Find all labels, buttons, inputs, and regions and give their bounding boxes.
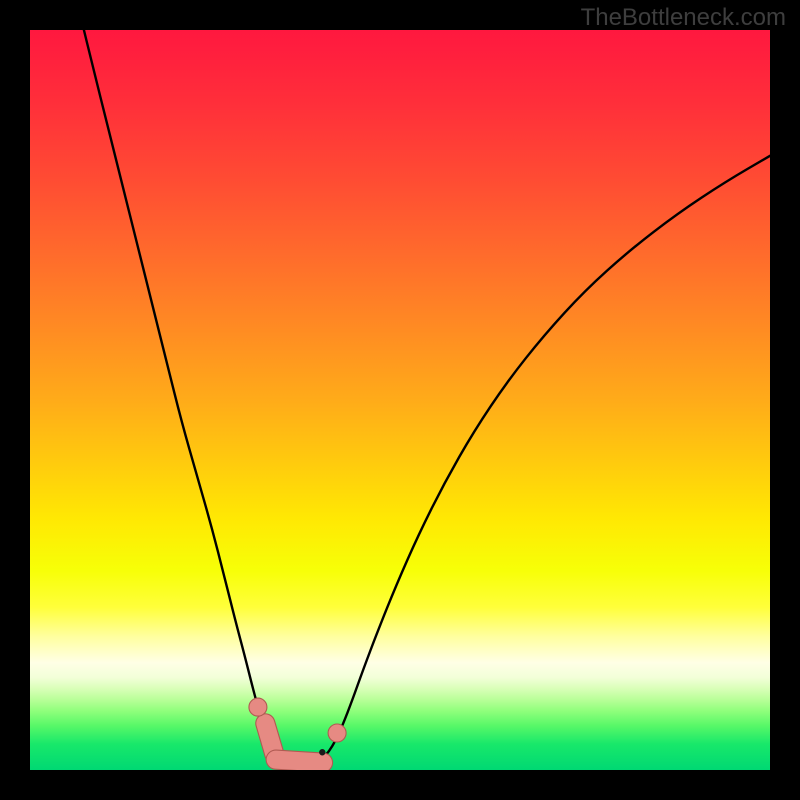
chart-svg	[0, 0, 800, 800]
watermark-text: TheBottleneck.com	[581, 4, 786, 32]
bottleneck-chart: TheBottleneck.com	[0, 0, 800, 800]
marker-dot-0	[249, 698, 267, 716]
marker-dot-1	[328, 724, 346, 742]
marker-mini-dot	[319, 749, 325, 755]
plot-area	[30, 15, 770, 770]
marker-capsule-1	[276, 760, 323, 763]
gradient-background	[30, 30, 770, 770]
marker-capsule-0	[265, 723, 274, 753]
